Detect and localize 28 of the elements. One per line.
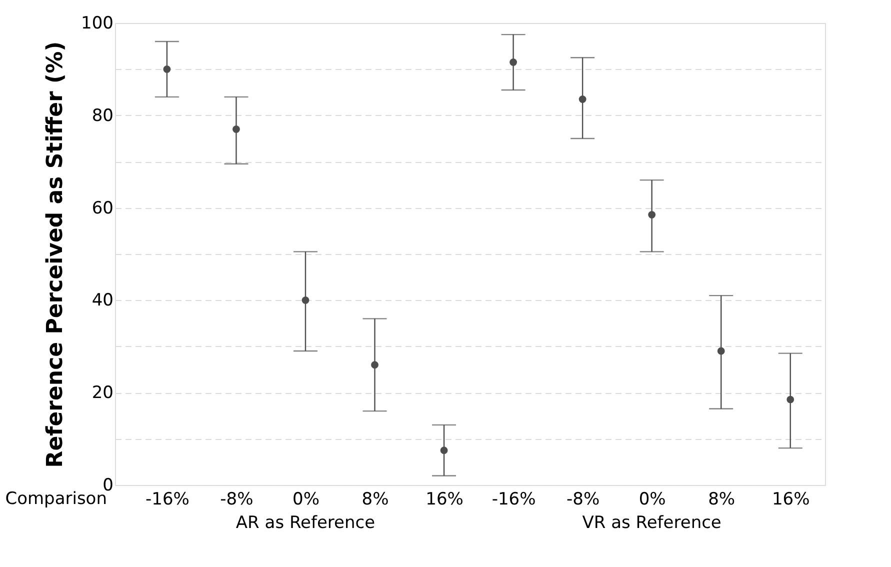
x-tick-label: -16% — [145, 490, 190, 510]
point — [440, 446, 448, 454]
point — [648, 211, 656, 218]
x-tick-label: -8% — [566, 490, 600, 510]
x-tick-label: 16% — [426, 490, 464, 510]
point — [578, 96, 586, 103]
point — [163, 66, 171, 73]
y-tick-label: 20 — [92, 383, 114, 404]
y-tick-label: 100 — [81, 14, 114, 34]
x-tick-label: -16% — [492, 490, 536, 510]
y-tick-label: 80 — [92, 106, 114, 126]
point — [302, 296, 310, 304]
y-tick-label: 40 — [92, 290, 114, 311]
x-tick-label: 8% — [708, 490, 736, 510]
point — [371, 361, 378, 369]
x-tick-label: 0% — [638, 490, 666, 510]
text: AR as Reference — [236, 513, 376, 533]
point — [786, 396, 794, 404]
x-tick-label: 0% — [292, 490, 320, 510]
text: VR as Reference — [582, 513, 722, 533]
x-tick-label: 8% — [362, 490, 389, 510]
x-tick-label: 16% — [772, 490, 810, 510]
point — [717, 347, 725, 355]
y-tick-label: 60 — [92, 198, 114, 218]
y-axis-title: Reference Perceived as Stiffer (%) — [43, 41, 68, 468]
x-tick-label: -8% — [220, 490, 254, 510]
point — [232, 126, 240, 133]
point — [510, 58, 517, 66]
